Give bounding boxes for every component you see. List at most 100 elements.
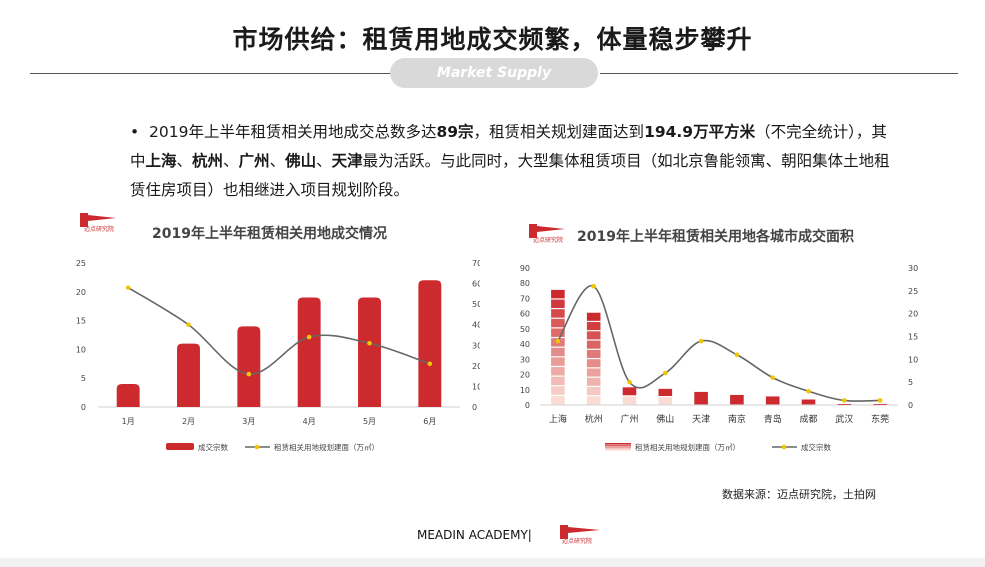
separator: 、 bbox=[316, 152, 332, 170]
title-divider-right bbox=[600, 73, 958, 74]
line-point bbox=[627, 379, 632, 385]
logo-flag bbox=[88, 215, 116, 221]
separator: 、 bbox=[269, 152, 286, 170]
logo-tower bbox=[80, 213, 88, 227]
y-left-tick-label: 10 bbox=[520, 386, 530, 395]
bar-segment bbox=[551, 367, 565, 376]
page-title: 市场供给：租赁用地成交频繁，体量稳步攀升 bbox=[232, 25, 753, 54]
legend-bar-label: 租赁相关用地规划建面（万㎡） bbox=[635, 442, 740, 452]
y-left-tick-label: 0 bbox=[525, 401, 530, 410]
logo-text: 迈点研究院 bbox=[562, 537, 592, 545]
x-tick-label: 佛山 bbox=[656, 413, 674, 425]
line-point bbox=[555, 338, 561, 344]
bar-segment bbox=[730, 394, 744, 405]
bottom-band bbox=[0, 558, 985, 567]
line-point bbox=[734, 352, 740, 358]
bar-segment bbox=[586, 387, 601, 396]
x-tick-label: 武汉 bbox=[835, 413, 853, 425]
bar-segment bbox=[551, 318, 565, 328]
footer-logo: 迈点研究院 bbox=[560, 525, 600, 545]
highlight-count: 89宗 bbox=[436, 123, 474, 141]
highlight-city: 上海 bbox=[145, 152, 177, 170]
separator: 、 bbox=[223, 152, 239, 170]
line-point bbox=[186, 322, 191, 328]
legend-bar-label: 成交宗数 bbox=[198, 442, 228, 452]
subtitle-pill: Market Supply bbox=[390, 58, 598, 88]
chart1-title: 2019年上半年租赁相关用地成交情况 bbox=[152, 226, 387, 242]
bar-segment bbox=[873, 404, 887, 405]
bar-segment bbox=[551, 309, 565, 318]
bar-segment bbox=[658, 388, 673, 397]
x-tick-label: 广州 bbox=[620, 413, 638, 425]
line-point bbox=[367, 340, 372, 346]
bar-segment bbox=[551, 347, 565, 357]
y-right-tick-label: 20 bbox=[908, 310, 918, 319]
y-left-tick-label: 80 bbox=[520, 279, 530, 288]
highlight-city: 天津 bbox=[331, 152, 363, 170]
logo-text: 迈点研究院 bbox=[84, 225, 114, 233]
x-tick-label: 南京 bbox=[728, 413, 746, 425]
bullet-marker: • bbox=[130, 123, 140, 141]
series-line bbox=[127, 287, 431, 375]
x-tick-label: 成都 bbox=[799, 413, 817, 425]
x-tick-label: 2月 bbox=[182, 417, 195, 426]
chart1-svg: 0 5 10 15 20 25 0 10 20 30 40 50 60 70 1月 2月 3月 4月 5月 6月成交宗… bbox=[76, 259, 480, 452]
highlight-city: 佛山 bbox=[285, 152, 317, 170]
bar-segment bbox=[551, 376, 565, 386]
y-right-tick-label: 10 bbox=[908, 355, 918, 364]
bar bbox=[177, 343, 200, 407]
y-right-tick-label: 30 bbox=[908, 264, 918, 273]
x-tick-label: 4月 bbox=[303, 417, 316, 426]
line-point bbox=[842, 398, 847, 403]
separator: 、 bbox=[176, 152, 193, 170]
line-point bbox=[770, 375, 775, 380]
y-right-tick-label: 60 bbox=[472, 280, 480, 289]
line-point bbox=[698, 338, 704, 344]
logo-flag bbox=[568, 527, 600, 533]
highlight-area: 194.9万平方米 bbox=[644, 123, 756, 141]
y-right-tick-label: 25 bbox=[908, 287, 918, 296]
y-left-tick-label: 30 bbox=[520, 355, 530, 364]
y-left-tick-label: 90 bbox=[520, 264, 530, 273]
data-source: 数据来源：迈点研究院，土拍网 bbox=[722, 488, 876, 501]
legend-line-label: 成交宗数 bbox=[801, 442, 831, 452]
chart2-svg: 0 10 20 30 40 50 60 70 80 90 0 5 10 15 20 25 30 上海 杭州 广州 佛山 天… bbox=[520, 264, 918, 452]
y-left-tick-label: 20 bbox=[76, 288, 86, 297]
highlight-city: 广州 bbox=[238, 152, 270, 170]
bar bbox=[418, 280, 442, 407]
y-left-tick-label: 15 bbox=[76, 317, 86, 326]
bar-segment bbox=[622, 387, 637, 396]
bar-segment bbox=[586, 396, 601, 405]
legend-line-label: 租赁相关用地规划建面（万㎡） bbox=[274, 442, 379, 452]
y-left-tick-label: 10 bbox=[76, 345, 86, 354]
bar-segment bbox=[586, 368, 601, 377]
bar-segment bbox=[586, 340, 601, 349]
summary-paragraph: • 2019年上半年租赁相关用地成交总数多达89宗，租赁相关规划建面达到194.… bbox=[130, 118, 900, 205]
bar-segment bbox=[586, 377, 601, 386]
y-left-tick-label: 5 bbox=[81, 374, 86, 383]
y-right-tick-label: 0 bbox=[472, 403, 477, 412]
line-point bbox=[427, 361, 433, 367]
y-left-tick-label: 25 bbox=[76, 259, 86, 268]
legend-bar-swatch bbox=[605, 449, 631, 451]
bar-segment bbox=[551, 386, 565, 395]
y-right-tick-label: 5 bbox=[908, 378, 913, 387]
title-divider-left bbox=[30, 73, 395, 74]
y-left-tick-label: 70 bbox=[520, 294, 530, 303]
legend-bar-swatch bbox=[605, 443, 631, 445]
line-point bbox=[806, 389, 811, 394]
bar-segment bbox=[658, 397, 673, 405]
y-right-tick-label: 10 bbox=[472, 382, 480, 391]
bar-segment bbox=[801, 399, 816, 405]
bar-segment bbox=[586, 312, 601, 321]
line-point bbox=[125, 285, 131, 290]
legend-bar-swatch bbox=[605, 445, 631, 447]
y-right-tick-label: 20 bbox=[472, 362, 480, 371]
series-line bbox=[557, 285, 881, 402]
logo-tower bbox=[560, 525, 568, 539]
x-tick-label: 东莞 bbox=[871, 413, 889, 425]
text-segment: ，租赁相关规划建面达到 bbox=[473, 123, 645, 141]
meadin-logo: 迈点研究院 bbox=[80, 213, 116, 233]
bar-segment bbox=[586, 331, 601, 340]
line-point bbox=[246, 371, 252, 377]
